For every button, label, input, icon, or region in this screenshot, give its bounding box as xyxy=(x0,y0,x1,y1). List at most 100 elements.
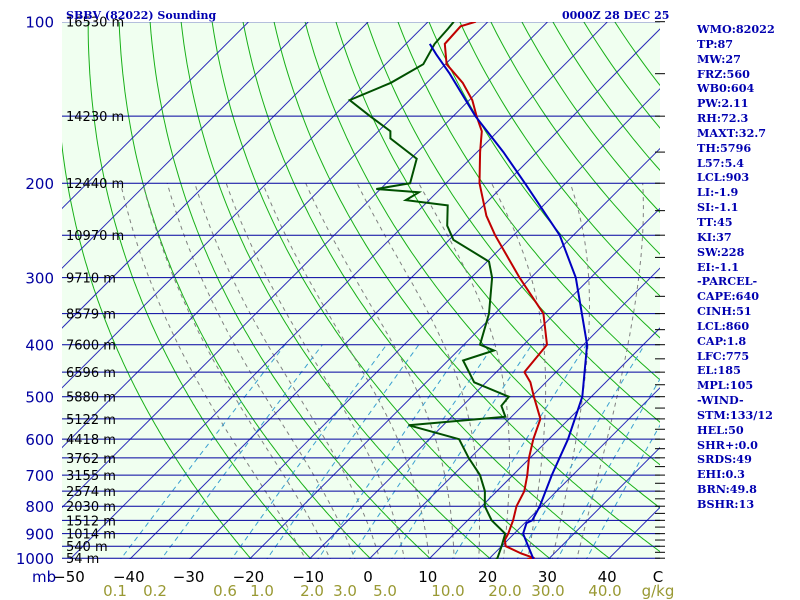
index-line: RH:72.3 xyxy=(697,111,749,126)
mixing-ratio-tick: 2.0 xyxy=(300,582,324,600)
mixing-ratio-tick: 20.0 xyxy=(488,582,521,600)
height-label: 7600 m xyxy=(66,339,116,354)
index-line: SI:-1.1 xyxy=(697,200,739,215)
temperature-tick: 10 xyxy=(418,568,437,586)
isotherm xyxy=(69,22,608,559)
index-line: SHR+:0.0 xyxy=(697,437,758,452)
isotherm xyxy=(129,28,660,559)
index-line: MW:27 xyxy=(697,51,741,66)
temperature-tick: −10 xyxy=(292,568,324,586)
mixing-ratio-tick: 0.2 xyxy=(143,582,167,600)
index-line: LCL:860 xyxy=(697,318,750,333)
index-line: TT:45 xyxy=(697,214,733,229)
moist-adiabat xyxy=(194,183,381,559)
height-label: 1512 m xyxy=(66,514,116,529)
mixing-ratio-tick: 30.0 xyxy=(531,582,564,600)
mixing-ratio-line xyxy=(120,344,286,559)
index-line: EHI:0.3 xyxy=(697,467,745,482)
mixing-ratio-tick: 0.1 xyxy=(103,582,127,600)
height-label: 3762 m xyxy=(66,452,116,467)
pressure-unit-label: mb xyxy=(32,568,56,586)
mixing-ratio-line xyxy=(391,344,533,559)
mixing-ratio-line xyxy=(266,344,420,559)
index-line: L57:5.4 xyxy=(697,155,745,170)
dewpoint-trace xyxy=(347,22,511,559)
pressure-tick: 700 xyxy=(25,467,54,485)
dry-adiabat xyxy=(428,22,660,339)
mixing-ratio-tick: g/kg xyxy=(642,582,675,600)
isotherm xyxy=(62,22,369,329)
mixing-ratio-line xyxy=(160,344,323,559)
height-label: 8579 m xyxy=(66,308,116,323)
index-line: SRDS:49 xyxy=(697,452,752,467)
index-line: BRN:49.8 xyxy=(697,482,757,497)
moist-adiabat xyxy=(418,182,510,559)
pressure-tick: 400 xyxy=(25,337,54,355)
mixing-ratio-tick: 1.0 xyxy=(250,582,274,600)
dry-adiabat xyxy=(335,22,660,466)
isotherm xyxy=(62,22,429,389)
height-label: 1014 m xyxy=(66,528,116,543)
height-label: 5122 m xyxy=(66,413,116,428)
mixing-ratio-tick: 0.6 xyxy=(213,582,237,600)
temperature-tick: −50 xyxy=(53,568,85,586)
index-line: CINH:51 xyxy=(697,304,752,319)
dry-adiabat xyxy=(397,22,660,381)
height-label: 9710 m xyxy=(66,272,116,287)
height-label: 14230 m xyxy=(66,110,124,125)
height-label: 12440 m xyxy=(66,177,124,192)
temperature-tick: −40 xyxy=(113,568,145,586)
index-line: -PARCEL- xyxy=(697,274,758,289)
temperature-tick: 0 xyxy=(363,568,373,586)
isotherm xyxy=(62,22,489,449)
dry-adiabat xyxy=(273,22,660,553)
mixing-ratio-line xyxy=(317,344,466,559)
moist-adiabat xyxy=(576,183,644,559)
height-label: 10970 m xyxy=(66,229,124,244)
height-label: 3155 m xyxy=(66,469,116,484)
moist-adiabat xyxy=(356,182,480,559)
isotherm xyxy=(248,147,660,559)
index-line: TP:87 xyxy=(697,36,734,51)
moist-adiabat xyxy=(225,183,406,559)
height-label: 5880 m xyxy=(66,391,116,406)
sounding-time: 0000Z 28 DEC 25 xyxy=(562,9,670,22)
isotherm xyxy=(428,327,660,559)
temperature-unit-label: C xyxy=(653,568,663,586)
index-line: EL:185 xyxy=(697,363,741,378)
height-label: 2574 m xyxy=(66,485,116,500)
index-line: LI:-1.9 xyxy=(697,185,739,200)
mixing-ratio-tick: 10.0 xyxy=(431,582,464,600)
index-line: WB0:604 xyxy=(697,81,755,96)
temperature-tick: 30 xyxy=(538,568,557,586)
mixing-ratio-line xyxy=(349,344,495,559)
index-line: TH:5796 xyxy=(697,140,752,155)
dry-adiabat xyxy=(62,141,252,559)
height-label: 16530 m xyxy=(66,16,124,31)
height-label: 540 m xyxy=(66,540,108,555)
mixing-ratio-tick: 40.0 xyxy=(588,582,621,600)
index-line: HEL:50 xyxy=(697,422,744,437)
dry-adiabat xyxy=(459,22,660,297)
wind-profile xyxy=(655,21,665,559)
dry-adiabat xyxy=(180,22,492,559)
index-line: SW:228 xyxy=(697,244,745,259)
isotherm xyxy=(189,88,660,559)
height-label: 6596 m xyxy=(66,366,116,381)
plot-area xyxy=(62,22,660,559)
moist-adiabat xyxy=(262,183,430,559)
station-title: SBBV (82022) Sounding xyxy=(66,9,217,22)
parcel-trace xyxy=(428,43,589,559)
mixing-ratio-tick: 3.0 xyxy=(333,582,357,600)
mixing-ratio-line xyxy=(230,344,388,559)
index-line: CAPE:640 xyxy=(697,289,760,304)
temperature-tick: −20 xyxy=(233,568,265,586)
isotherm xyxy=(62,22,309,269)
dry-adiabat xyxy=(304,22,660,509)
index-line: MAXT:32.7 xyxy=(697,125,767,140)
isotherm xyxy=(368,267,660,559)
mixing-ratio-line xyxy=(516,344,646,559)
index-line: CAP:1.8 xyxy=(697,333,747,348)
pressure-tick: 600 xyxy=(25,431,54,449)
